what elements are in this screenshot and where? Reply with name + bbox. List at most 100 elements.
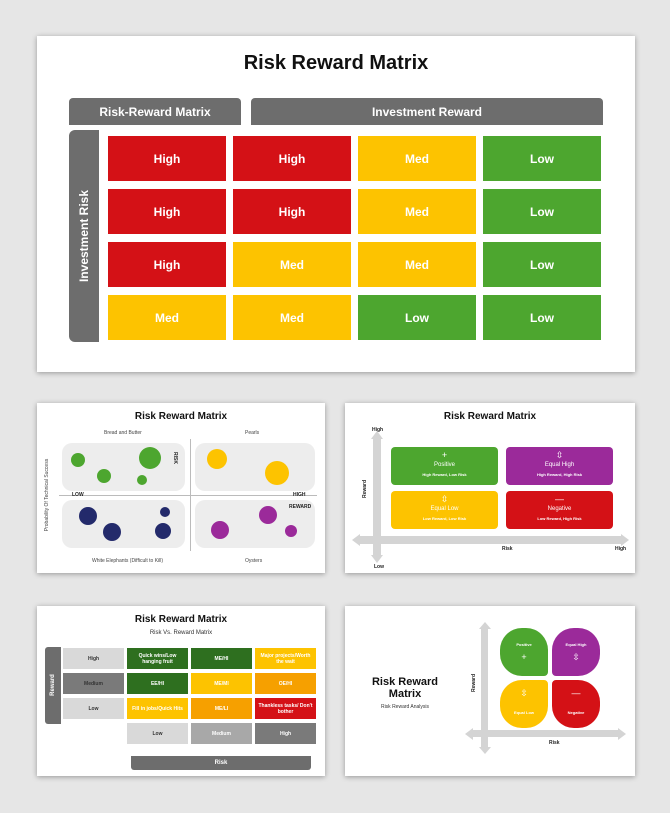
quadrant-icon: ⇳ bbox=[440, 494, 449, 504]
y-low-label: Low bbox=[374, 564, 384, 570]
matrix-cell: EE/HI bbox=[127, 673, 188, 694]
slide-title: Risk Reward Matrix bbox=[134, 411, 228, 422]
quadrant-icon: — bbox=[555, 494, 564, 504]
y-axis bbox=[373, 437, 381, 557]
row-label: Low bbox=[63, 698, 124, 719]
petal-icon: ⇳ bbox=[572, 652, 580, 662]
risk-cell: Med bbox=[358, 242, 476, 287]
x-axis-label: Risk bbox=[549, 740, 560, 746]
matrix-cell: Quick wins/Low hanging fruit bbox=[127, 648, 188, 669]
quadrant-name: Negative bbox=[547, 506, 572, 512]
slide-subtitle: Risk Vs. Reward Matrix bbox=[149, 630, 213, 636]
side-label: Reward bbox=[50, 674, 56, 696]
bubble bbox=[155, 523, 171, 539]
reward-label: REWARD bbox=[289, 504, 312, 510]
slide-risk-vs-reward[interactable]: Risk Reward Matrix Risk Vs. Reward Matri… bbox=[37, 606, 325, 776]
bubble bbox=[265, 461, 289, 485]
petal-name: Equal High bbox=[565, 642, 587, 647]
petal-equal-low: ⇳ Equal Low bbox=[500, 680, 548, 728]
quadrant-box-positive: + Positive High Reward, Low Risk bbox=[391, 447, 498, 485]
row-label: Medium bbox=[63, 673, 124, 694]
bubble bbox=[160, 507, 170, 517]
x-axis-label: Risk bbox=[502, 546, 513, 552]
quadrant-subtitle: Low Reward, Low Risk bbox=[422, 516, 467, 521]
label-oysters: Oysters bbox=[245, 558, 263, 564]
x-high-label: High bbox=[615, 546, 627, 552]
matrix-cell: ME/LI bbox=[191, 698, 252, 719]
arrow-left-icon bbox=[465, 728, 473, 740]
quadrant-subtitle: High Reward, Low Risk bbox=[422, 472, 467, 477]
slide-bubble-matrix[interactable]: Risk Reward Matrix Bread and Butter Pear… bbox=[37, 403, 325, 573]
low-label: LOW bbox=[72, 492, 84, 498]
slide-title: Risk Reward Matrix bbox=[243, 52, 429, 74]
bubble bbox=[103, 523, 121, 541]
risk-cell: Med bbox=[233, 242, 351, 287]
quadrant-box-equal-high: ⇳ Equal High High Reward, High Risk bbox=[506, 447, 613, 485]
slide-quadrant-boxes[interactable]: Risk Reward Matrix High Low High Risk Re… bbox=[345, 403, 635, 573]
bubble bbox=[97, 469, 111, 483]
slide-title: Risk Reward Matrix bbox=[134, 614, 228, 625]
petal-name: Positive bbox=[516, 642, 532, 647]
petal-negative: — Negative bbox=[552, 680, 600, 728]
matrix-cell: Fill in jobs/Quick Hits bbox=[127, 698, 188, 719]
y-axis-label: Reward bbox=[471, 673, 477, 693]
petal-icon: ⇳ bbox=[520, 688, 528, 698]
y-axis-label: Probability Of Technical Success bbox=[44, 458, 50, 532]
matrix-cell: Major projects/Worth the wait bbox=[255, 648, 316, 669]
petal-icon: — bbox=[571, 688, 581, 698]
label-bread-butter: Bread and Butter bbox=[104, 430, 142, 436]
risk-cell: High bbox=[108, 136, 226, 181]
header-left: Risk-Reward Matrix bbox=[69, 98, 241, 125]
slide-main[interactable]: Risk Reward Matrix Risk-Reward Matrix In… bbox=[37, 36, 635, 372]
petal-name: Negative bbox=[567, 710, 585, 715]
risk-cell: Med bbox=[233, 295, 351, 340]
petal-positive: + Positive bbox=[500, 628, 548, 676]
quadrant-icon: + bbox=[441, 450, 448, 460]
risk-cell: High bbox=[108, 242, 226, 287]
risk-cell: Med bbox=[358, 189, 476, 234]
matrix-cell: ME/HI bbox=[191, 648, 252, 669]
arrow-right-icon bbox=[618, 728, 626, 740]
arrow-up-icon bbox=[479, 622, 491, 629]
bubble bbox=[211, 521, 229, 539]
column-label: Medium bbox=[191, 723, 252, 744]
row-label: High bbox=[63, 648, 124, 669]
slide-subtitle: Risk Reward Analysis bbox=[380, 704, 430, 710]
bubble bbox=[285, 525, 297, 537]
side-label: Investment Risk bbox=[77, 189, 91, 283]
bubble bbox=[139, 447, 161, 469]
petal-name: Equal Low bbox=[514, 710, 534, 715]
risk-cell: Low bbox=[483, 295, 601, 340]
arrow-up-icon bbox=[371, 431, 383, 439]
quadrant-bread-butter bbox=[62, 443, 185, 491]
matrix-cell: OE/HI bbox=[255, 673, 316, 694]
label-pearls: Pearls bbox=[245, 430, 260, 436]
quadrant-box-negative: — Negative Low Reward, High Risk bbox=[506, 491, 613, 529]
quadrant-name: Equal Low bbox=[430, 506, 459, 512]
slide-petal-matrix[interactable]: Risk Reward Matrix Risk Reward Analysis … bbox=[345, 606, 635, 776]
slide-title: Risk Reward Matrix bbox=[371, 676, 439, 700]
arrow-left-icon bbox=[352, 534, 360, 546]
bubble bbox=[79, 507, 97, 525]
petal-icon: + bbox=[521, 652, 527, 662]
bubble bbox=[71, 453, 85, 467]
column-label: High bbox=[255, 723, 316, 744]
bubble bbox=[207, 449, 227, 469]
risk-cell: Low bbox=[358, 295, 476, 340]
slide-title: Risk Reward Matrix bbox=[443, 411, 537, 422]
side-bar: Reward bbox=[45, 647, 61, 724]
high-label: HIGH bbox=[293, 492, 306, 498]
matrix-cell: ME/MI bbox=[191, 673, 252, 694]
label-white-elephants: White Elephants (Difficult to Kill) bbox=[92, 558, 164, 564]
quadrant-name: Equal High bbox=[544, 462, 575, 468]
bubble bbox=[137, 475, 147, 485]
x-axis bbox=[473, 730, 619, 737]
risk-cell: Low bbox=[483, 242, 601, 287]
horizontal-divider bbox=[59, 495, 317, 496]
risk-cell: High bbox=[233, 189, 351, 234]
side-bar: Investment Risk bbox=[69, 130, 99, 342]
arrow-right-icon bbox=[621, 534, 629, 546]
x-axis bbox=[359, 536, 623, 544]
arrow-down-icon bbox=[479, 747, 491, 754]
column-label: Low bbox=[127, 723, 188, 744]
